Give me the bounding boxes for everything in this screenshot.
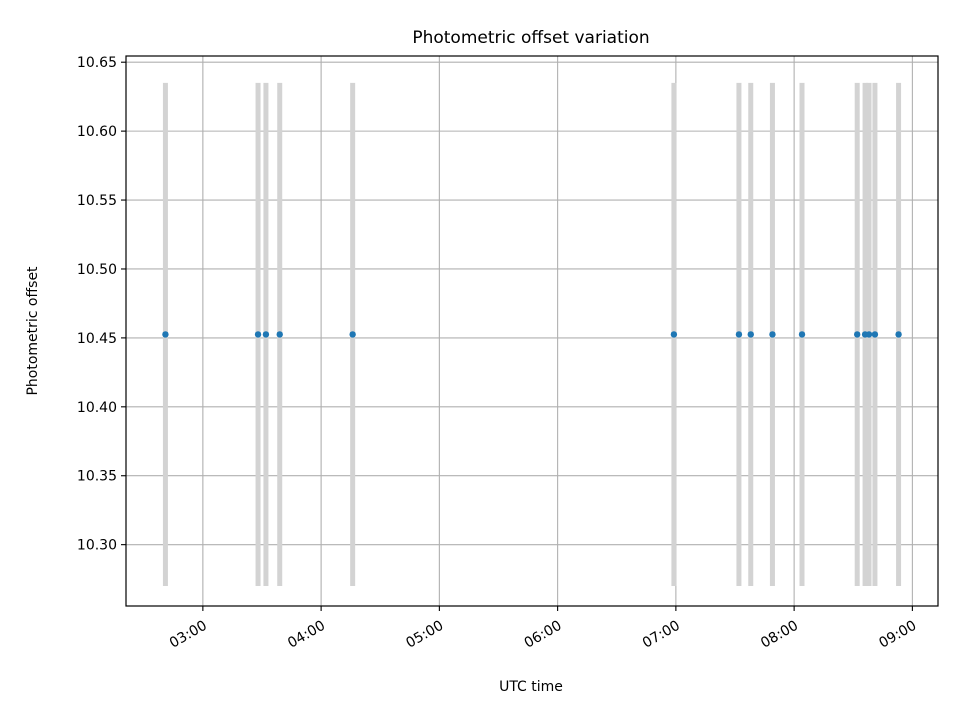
plot-frame [125,55,939,607]
data-point [735,331,743,338]
data-point [853,331,861,338]
data-point [895,331,902,338]
data-point [798,331,806,338]
y-tick-label: 10.35 [77,469,117,485]
y-tick-label: 10.30 [77,538,117,554]
data-point [349,331,356,338]
y-tick-label: 10.65 [77,55,117,71]
y-tick-label: 10.55 [77,193,117,209]
data-point [670,331,678,338]
x-axis-label: UTC time [499,679,563,695]
y-tick-label: 10.60 [77,124,117,140]
data-point [747,331,754,338]
data-point [871,331,879,338]
y-tick-label: 10.45 [77,331,117,347]
y-axis: 10.30 10.35 10.40 10.45 10.50 10.55 10.60 10.65 [77,55,126,554]
y-tick-label: 10.40 [77,400,117,416]
data-point [254,331,262,338]
data-point [262,331,270,338]
data-point [276,331,283,338]
data-point [769,331,776,338]
chart-title: Photometric offset variation [412,28,649,48]
y-tick-label: 10.50 [77,262,117,278]
point-layer [162,331,902,338]
data-point [162,331,169,338]
data-point [865,331,873,338]
y-axis-label: Photometric offset [25,266,41,396]
